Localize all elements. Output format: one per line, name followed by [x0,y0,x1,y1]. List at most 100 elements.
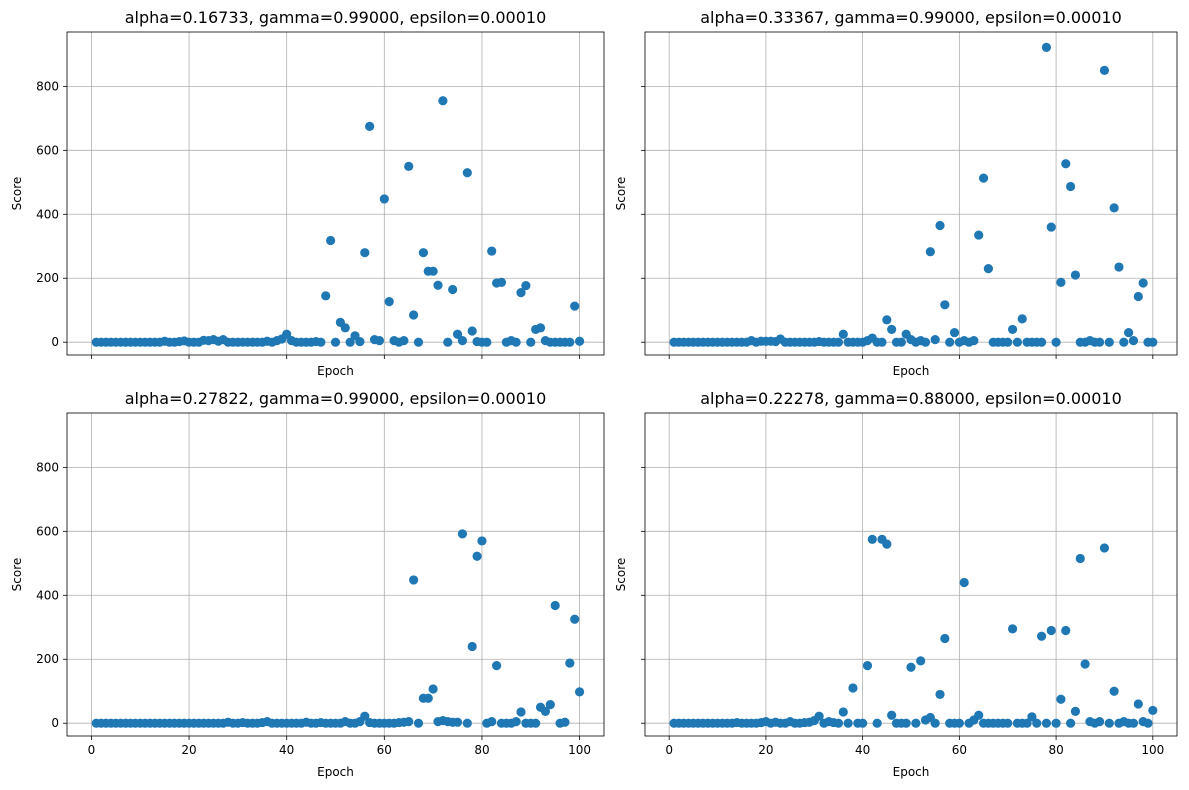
data-point [1128,718,1139,728]
data-point [511,337,521,347]
data-point [1012,337,1023,347]
data-point [1046,625,1056,636]
data-point [906,662,916,672]
data-point [565,337,575,347]
data-point [1070,706,1081,716]
data-point [877,337,887,347]
x-tick-label: 80 [474,743,489,757]
data-point [887,710,897,720]
x-tick-label: 40 [279,743,294,757]
data-point [374,336,385,346]
data-point [1138,278,1148,288]
data-point [916,656,926,666]
data-point [1041,718,1052,728]
data-point [574,336,585,346]
data-point [399,336,409,346]
x-axis-label: Epoch [893,765,930,779]
x-axis-label: Epoch [317,364,354,378]
data-point [1099,543,1110,553]
data-point [511,717,521,727]
y-tick-label: 0 [51,716,59,730]
data-point [1022,718,1032,728]
data-point [477,536,487,546]
chart-title: alpha=0.33367, gamma=0.99000, epsilon=0.… [700,8,1122,27]
data-point [959,577,969,588]
y-tick-label: 0 [51,335,59,349]
data-point [843,718,853,728]
data-point [1148,705,1158,716]
data-point [1119,337,1129,347]
data-point [838,707,848,717]
data-point [535,323,546,333]
data-point [930,335,940,345]
data-point [1036,337,1047,347]
data-point [945,337,955,347]
data-point [1148,337,1158,347]
chart-title: alpha=0.16733, gamma=0.99000, epsilon=0.… [125,8,547,27]
data-point [1075,553,1085,564]
data-point [462,718,472,728]
data-point [360,248,370,258]
data-point [457,529,468,539]
data-point [487,246,497,256]
data-point [940,633,950,644]
data-point [969,336,979,346]
data-point [911,718,921,728]
data-point [413,718,424,728]
data-point [321,291,331,301]
x-tick-label: 20 [758,743,773,757]
data-point [462,168,472,178]
x-tick-label: 20 [181,743,196,757]
data-point [326,235,336,246]
y-axis-label: Score [10,177,24,211]
data-point [978,173,989,183]
x-tick-label: 100 [568,743,591,757]
y-tick-label: 200 [36,652,59,666]
y-tick-label: 600 [36,143,59,157]
x-axis-label: Epoch [317,765,354,779]
data-point [565,658,575,668]
data-point [896,337,906,347]
data-point [409,575,419,585]
data-point [413,337,424,347]
data-point [560,717,570,727]
data-point [340,323,350,333]
data-point [1061,625,1071,636]
data-point [428,684,438,694]
y-axis-label: Score [614,558,628,592]
data-point [1104,718,1114,728]
y-tick-label: 400 [36,588,59,602]
data-point [882,539,892,549]
data-point [1003,718,1013,728]
data-point [496,277,507,288]
data-point [1003,337,1013,347]
data-point [925,247,935,257]
data-point [521,281,531,291]
data-point [316,337,326,347]
data-point [570,614,580,624]
data-point [1066,718,1076,728]
data-point [1056,277,1066,288]
data-point [457,336,468,346]
data-point [330,337,341,347]
data-point [404,161,414,171]
data-point [1056,694,1066,704]
data-point [443,337,453,347]
data-point [1143,718,1153,728]
y-axis-label: Score [10,558,24,592]
data-point [1051,718,1061,728]
x-tick-label: 0 [88,743,96,757]
data-point [570,301,580,311]
data-point [404,717,414,727]
data-point [418,248,428,258]
data-point [492,661,502,671]
data-point [379,194,389,204]
chart-title: alpha=0.27822, gamma=0.99000, epsilon=0.… [125,389,547,408]
data-point [1061,159,1071,169]
data-point [1095,337,1105,347]
chart-title: alpha=0.22278, gamma=0.88000, epsilon=0.… [700,389,1122,408]
data-point [540,706,551,716]
data-point [423,693,433,703]
data-point [1095,717,1105,727]
x-tick-label: 60 [377,743,392,757]
